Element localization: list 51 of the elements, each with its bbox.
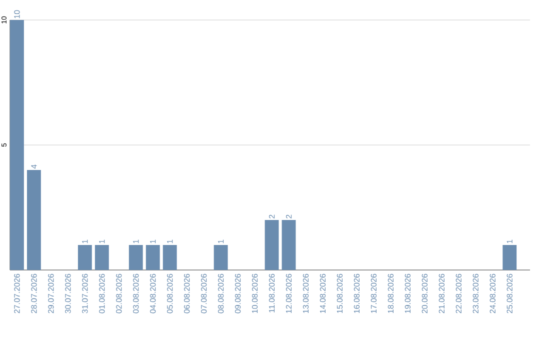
x-tick-label: 28.07.2026 [31, 274, 37, 314]
x-tick-label: 20.08.2026 [422, 274, 428, 314]
bar [282, 220, 296, 270]
x-tick-label: 05.08.2026 [167, 274, 173, 314]
x-tick-label: 08.08.2026 [218, 274, 224, 314]
x-tick-label: 12.08.2026 [286, 274, 292, 313]
x-tick-label: 04.08.2026 [150, 274, 156, 314]
data-label: 1 [133, 240, 139, 244]
x-tick-label: 30.07.2026 [65, 274, 71, 314]
bar [78, 245, 92, 270]
x-tick-label: 24.08.2026 [490, 274, 496, 314]
x-tick-label: 03.08.2026 [133, 274, 139, 314]
bar [264, 220, 279, 270]
x-tick-label: 09.08.2026 [234, 274, 241, 314]
x-tick-label: 01.08.2026 [99, 274, 105, 314]
x-tick-label: 25.08.2026 [506, 274, 512, 314]
x-tick-label: 02.08.2026 [116, 274, 122, 314]
bar [26, 170, 41, 270]
bar [162, 245, 177, 270]
x-tick-label: 27.07.2026 [14, 274, 20, 314]
bar [94, 245, 109, 270]
data-label: 4 [31, 164, 37, 169]
data-label: 1 [167, 240, 173, 244]
x-tick-label: 21.08.2026 [438, 274, 444, 314]
x-tick-label: 13.08.2026 [302, 274, 309, 313]
data-label: 2 [286, 214, 292, 218]
x-tick-label: 15.08.2026 [336, 274, 343, 313]
x-tick-label: 14.08.2026 [320, 274, 326, 313]
bar [128, 245, 143, 270]
data-label: 10 [14, 10, 20, 18]
x-tick-label: 07.08.2026 [201, 274, 207, 314]
x-tick-label: 17.08.2026 [370, 274, 377, 313]
bar [214, 245, 228, 270]
x-tick-label: 06.08.2026 [184, 274, 190, 314]
x-tick-label: 10.08.2026 [252, 274, 258, 313]
data-label: 1 [506, 240, 512, 244]
data-label: 1 [82, 240, 88, 244]
x-tick-label: 18.08.2026 [388, 274, 394, 313]
x-tick-label: 16.08.2026 [354, 274, 360, 313]
bar [146, 245, 160, 270]
x-tick-label: 23.08.2026 [472, 274, 478, 314]
data-label: 2 [269, 214, 275, 218]
data-label: 1 [218, 240, 224, 244]
data-label: 1 [150, 240, 156, 244]
x-tick-label: 29.07.2026 [48, 274, 54, 314]
x-tick-label: 19.08.2026 [404, 274, 411, 313]
x-tick-label: 11.08.2026 [268, 274, 275, 312]
x-tick-label: 31.07.2026 [82, 274, 88, 314]
data-label: 1 [99, 240, 105, 244]
x-tick-label: 22.08.2026 [456, 274, 462, 314]
bar [502, 245, 517, 270]
